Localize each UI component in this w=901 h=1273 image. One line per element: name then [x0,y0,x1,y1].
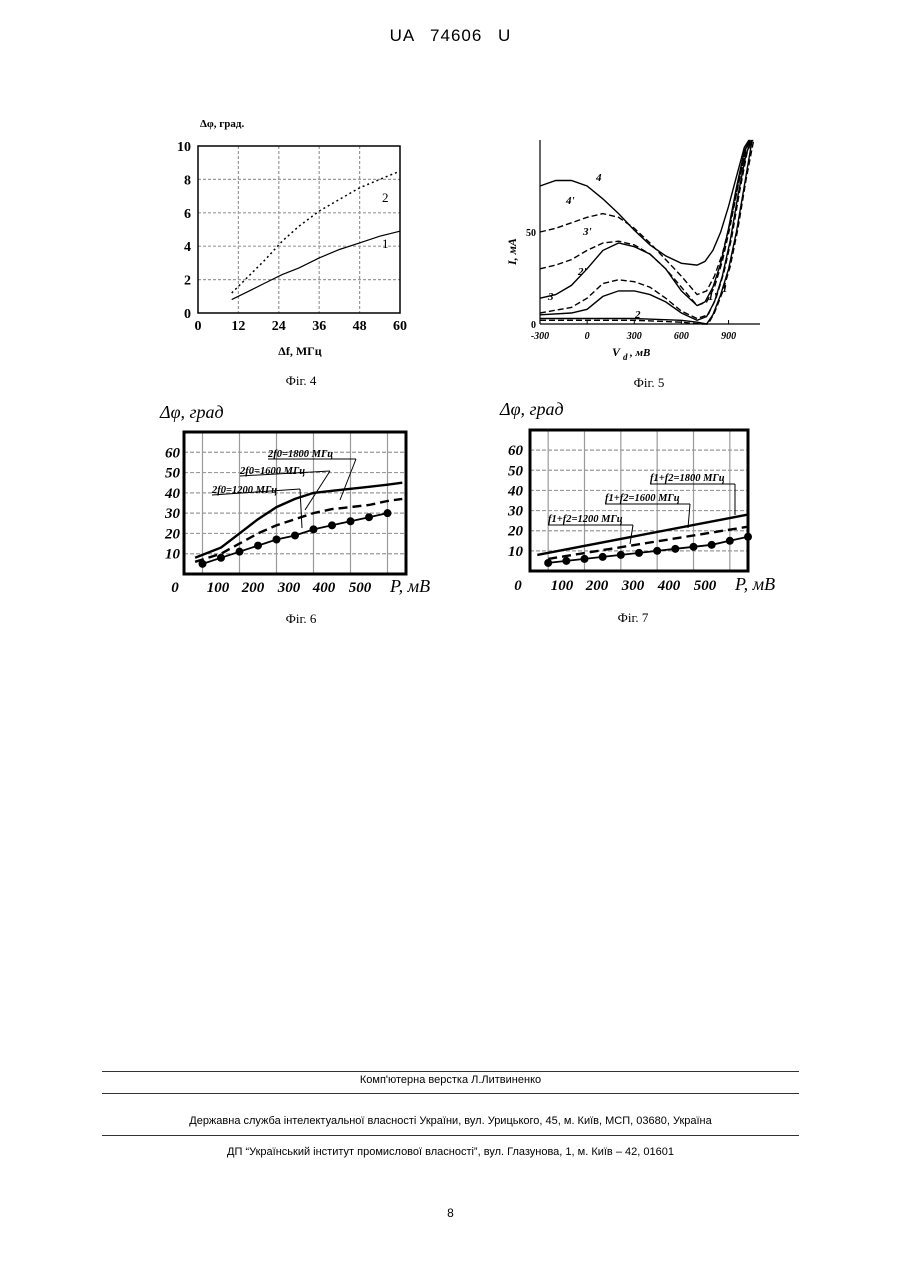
data-point [617,551,625,559]
footer-divider [102,1135,799,1136]
x-tick-label: 300 [621,578,645,594]
page-number: 8 [0,1206,901,1220]
x-tick-label: 100 [551,578,574,594]
y-tick-label: 30 [507,504,524,520]
data-point [690,543,698,551]
y-tick-label: 50 [508,463,524,479]
y-tick-label: 10 [508,544,524,560]
data-point [653,547,661,555]
footer-divider [102,1071,799,1072]
data-point [744,533,752,541]
data-point [599,553,607,561]
data-point [671,545,679,553]
data-point [708,541,716,549]
footer-institute-address: ДП “Український інститут промислової вла… [0,1146,901,1158]
data-point [635,549,643,557]
series-label: f1+f2=1200 МГц [548,514,623,525]
data-point [581,555,589,563]
data-point [726,537,734,545]
x-tick-label: 200 [585,578,609,594]
y-tick-label: 40 [507,483,524,499]
x-axis-label: P, мВ [734,574,775,594]
series-label: f1+f2=1800 МГц [650,473,725,484]
data-point [562,557,570,565]
x-tick-label: 500 [694,578,717,594]
footer-agency-address: Державна служба інтелектуальної власност… [0,1115,901,1127]
y-axis-label: Δφ, град [499,399,564,419]
series-label-leader [688,504,690,528]
x-tick-label: 400 [657,578,681,594]
y-tick-label: 60 [508,443,524,459]
series-label-leader [630,525,633,544]
footer-layout-credit: Комп'ютерна верстка Л.Литвиненко [0,1074,901,1086]
series-label: f1+f2=1600 МГц [605,493,680,504]
footer-divider [102,1093,799,1094]
x-tick-label: 0 [514,578,522,594]
series-line [548,537,748,563]
y-tick-label: 20 [507,524,524,540]
data-point [544,559,552,567]
figure-caption: Фіг. 7 [618,610,649,625]
